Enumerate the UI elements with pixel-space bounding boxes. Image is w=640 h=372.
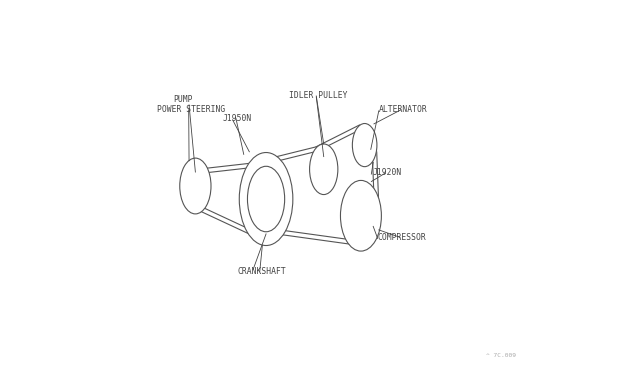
Ellipse shape (353, 124, 377, 167)
Text: J1920N: J1920N (372, 169, 401, 177)
Ellipse shape (248, 166, 285, 232)
Ellipse shape (310, 144, 338, 195)
Text: J1950N: J1950N (223, 114, 252, 123)
Ellipse shape (180, 158, 211, 214)
Text: ^ 7C.009: ^ 7C.009 (486, 353, 516, 358)
Text: PUMP: PUMP (173, 95, 193, 104)
Ellipse shape (340, 180, 381, 251)
Text: IDLER PULLEY: IDLER PULLEY (289, 92, 348, 100)
Text: COMPRESSOR: COMPRESSOR (378, 233, 426, 242)
Text: ALTERNATOR: ALTERNATOR (379, 105, 428, 114)
Text: POWER STEERING: POWER STEERING (157, 105, 226, 114)
Text: CRANKSHAFT: CRANKSHAFT (237, 267, 286, 276)
Ellipse shape (239, 153, 293, 246)
